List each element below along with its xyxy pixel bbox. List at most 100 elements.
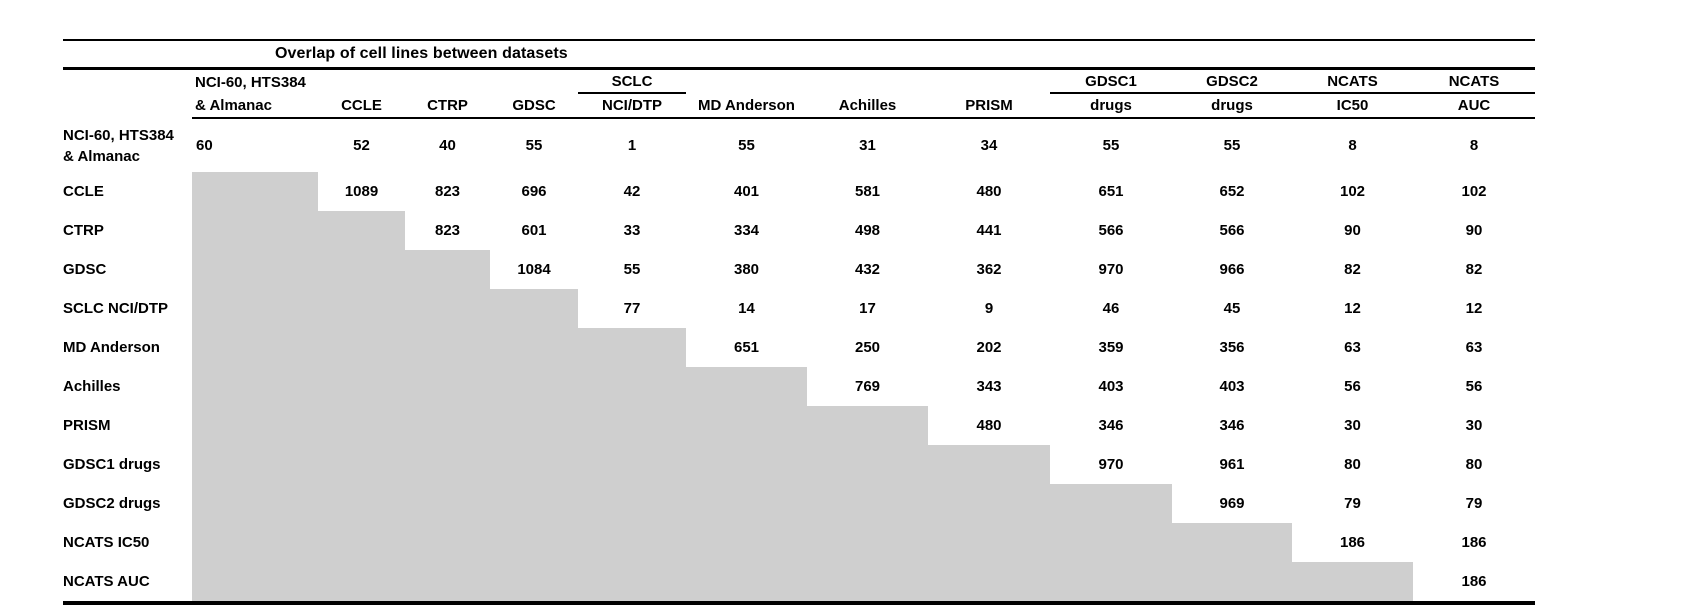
masked-cell bbox=[578, 562, 686, 601]
value-cell: 45 bbox=[1223, 300, 1241, 317]
column-header-top bbox=[405, 70, 490, 94]
column-header-top bbox=[490, 70, 578, 94]
value-cell: 346 bbox=[1098, 417, 1124, 434]
value-cell: 63 bbox=[1465, 339, 1483, 356]
value-cell: 961 bbox=[1219, 456, 1245, 473]
row-label: CTRP bbox=[63, 222, 104, 239]
masked-cell bbox=[578, 523, 686, 562]
value-cell: 966 bbox=[1219, 261, 1245, 278]
column-header-bottom: PRISM bbox=[965, 97, 1013, 114]
masked-cell bbox=[192, 523, 318, 562]
value-cell: 8 bbox=[1469, 137, 1479, 154]
masked-cell bbox=[578, 445, 686, 484]
value-cell: 362 bbox=[976, 261, 1002, 278]
value-cell: 30 bbox=[1344, 417, 1361, 434]
value-cell: 30 bbox=[1465, 417, 1483, 434]
masked-cell bbox=[807, 445, 928, 484]
masked-cell bbox=[928, 523, 1050, 562]
column-header-bottom: drugs bbox=[1090, 97, 1132, 114]
value-cell: 34 bbox=[980, 137, 998, 154]
value-cell: 90 bbox=[1344, 222, 1361, 239]
masked-cell bbox=[686, 406, 807, 445]
value-cell: 14 bbox=[738, 300, 755, 317]
value-cell: 63 bbox=[1344, 339, 1361, 356]
masked-cell bbox=[405, 406, 490, 445]
value-cell: 202 bbox=[976, 339, 1002, 356]
masked-cell bbox=[490, 406, 578, 445]
table-title: Overlap of cell lines between datasets bbox=[275, 45, 568, 62]
value-cell: 90 bbox=[1465, 222, 1483, 239]
value-cell: 56 bbox=[1465, 378, 1483, 395]
masked-cell bbox=[405, 484, 490, 523]
value-cell: 651 bbox=[1098, 183, 1124, 200]
column-header-top bbox=[807, 70, 928, 94]
value-cell: 186 bbox=[1461, 534, 1487, 551]
column-header-bottom: drugs bbox=[1211, 97, 1253, 114]
column-header-bottom: IC50 bbox=[1336, 97, 1369, 114]
table-body: NCI-60, HTS384 & Almanac 60 52 40 55 1 55 31 34 5… bbox=[63, 119, 1535, 601]
row-label: GDSC bbox=[63, 261, 107, 278]
column-header-bottom: MD Anderson bbox=[698, 97, 795, 114]
masked-cell bbox=[192, 484, 318, 523]
header-corner-spacer bbox=[63, 94, 192, 117]
value-cell: 380 bbox=[733, 261, 760, 278]
value-cell: 601 bbox=[521, 222, 547, 239]
value-cell: 651 bbox=[733, 339, 760, 356]
masked-cell bbox=[578, 406, 686, 445]
value-cell: 343 bbox=[976, 378, 1002, 395]
value-cell: 80 bbox=[1344, 456, 1361, 473]
value-cell: 82 bbox=[1465, 261, 1483, 278]
value-cell: 441 bbox=[976, 222, 1002, 239]
column-header-top: GDSC2 bbox=[1172, 70, 1292, 94]
value-cell: 55 bbox=[525, 137, 543, 154]
header-row-bottom: & Almanac CCLE CTRP GDSC NCI/DTP MD Anderson A… bbox=[63, 94, 1535, 117]
value-cell: 186 bbox=[1461, 573, 1487, 590]
value-cell: 346 bbox=[1219, 417, 1245, 434]
value-cell: 970 bbox=[1098, 456, 1124, 473]
value-cell: 60 bbox=[196, 137, 213, 154]
masked-cell bbox=[405, 289, 490, 328]
top-rule bbox=[63, 39, 1535, 41]
table-row: NCATS AUC 186 bbox=[63, 562, 1535, 601]
value-cell: 31 bbox=[859, 137, 876, 154]
column-header-top: NCATS bbox=[1413, 70, 1535, 94]
masked-cell bbox=[490, 484, 578, 523]
value-cell: 79 bbox=[1465, 495, 1483, 512]
value-cell: 33 bbox=[623, 222, 641, 239]
masked-cell bbox=[686, 523, 807, 562]
masked-cell bbox=[192, 367, 318, 406]
column-header-bottom: Achilles bbox=[838, 97, 897, 114]
value-cell: 769 bbox=[854, 378, 881, 395]
value-cell: 102 bbox=[1461, 183, 1487, 200]
masked-cell bbox=[318, 289, 405, 328]
row-label: NCI-60, HTS384 & Almanac bbox=[63, 126, 174, 165]
value-cell: 970 bbox=[1098, 261, 1124, 278]
column-header-top bbox=[686, 70, 807, 94]
masked-cell bbox=[192, 250, 318, 289]
column-header-bottom: NCI/DTP bbox=[602, 97, 662, 114]
value-cell: 42 bbox=[623, 183, 641, 200]
masked-cell bbox=[807, 406, 928, 445]
masked-cell bbox=[1050, 523, 1172, 562]
column-header-bottom: CCLE bbox=[341, 97, 382, 114]
table-row: NCATS IC50 186 186 bbox=[63, 523, 1535, 562]
value-cell: 80 bbox=[1465, 456, 1483, 473]
header-row-top: NCI-60, HTS384 SCLC GDSC1 GDSC2 NCATS NCATS bbox=[63, 70, 1535, 94]
table-row: GDSC2 drugs 969 79 79 bbox=[63, 484, 1535, 523]
row-label: CCLE bbox=[63, 183, 104, 200]
value-cell: 82 bbox=[1344, 261, 1361, 278]
value-cell: 77 bbox=[623, 300, 641, 317]
masked-cell bbox=[578, 328, 686, 367]
table-row: Achilles 769 343 403 403 56 56 bbox=[63, 367, 1535, 406]
masked-cell bbox=[490, 367, 578, 406]
value-cell: 186 bbox=[1339, 534, 1366, 551]
masked-cell bbox=[318, 445, 405, 484]
masked-cell bbox=[578, 367, 686, 406]
column-header-top: NCATS bbox=[1292, 70, 1413, 94]
value-cell: 102 bbox=[1339, 183, 1366, 200]
masked-cell bbox=[318, 484, 405, 523]
value-cell: 432 bbox=[854, 261, 881, 278]
value-cell: 12 bbox=[1465, 300, 1483, 317]
masked-cell bbox=[490, 289, 578, 328]
masked-cell bbox=[490, 445, 578, 484]
